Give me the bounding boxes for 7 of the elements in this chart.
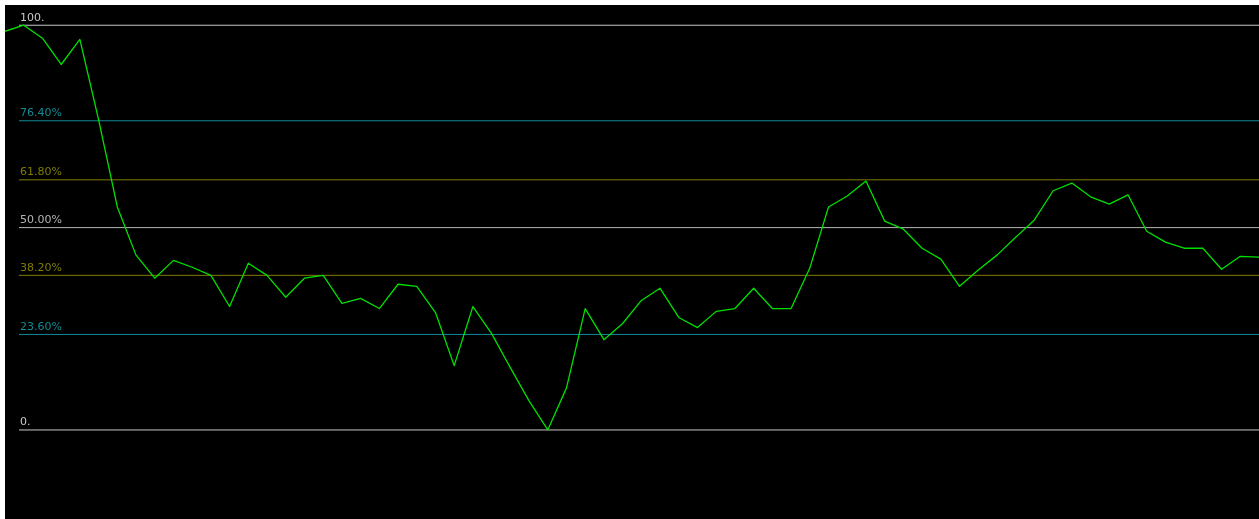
ref-line-label: 100.: [20, 10, 45, 24]
ref-line-label: 23.60%: [20, 319, 62, 333]
ref-line-label: 38.20%: [20, 260, 62, 274]
ref-line-label: 61.80%: [20, 165, 62, 179]
ref-line-label: 50.00%: [20, 212, 62, 226]
ref-line-label: 0.: [20, 415, 31, 429]
ref-line-label: 76.40%: [20, 106, 62, 120]
